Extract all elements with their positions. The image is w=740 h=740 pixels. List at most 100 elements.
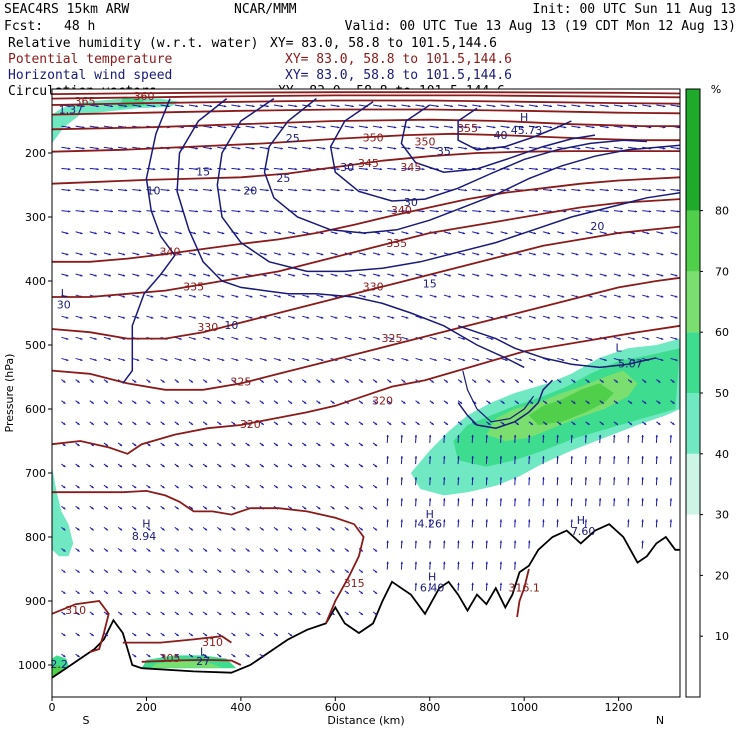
wind-vector-head — [247, 549, 250, 552]
wind-vector-head — [63, 591, 66, 594]
contour-label: 345 — [358, 157, 379, 170]
wind-vector-head — [462, 232, 466, 235]
wind-vector-head — [139, 189, 142, 192]
wind-vector-head — [661, 274, 664, 277]
wind-vector-head — [634, 105, 638, 108]
wind-vector-head — [443, 561, 446, 564]
wind-vector-head — [604, 253, 607, 256]
rh-region — [151, 661, 222, 668]
wind-vector-head — [471, 477, 474, 480]
wind-vector-head — [148, 654, 151, 658]
wind-vector-head — [110, 105, 113, 108]
contour-label: 345 — [400, 161, 421, 174]
contour-label: L — [61, 287, 68, 300]
wind-vector-head — [294, 147, 298, 150]
wind-vector-head — [337, 167, 340, 171]
wind-vector-head — [351, 105, 354, 108]
wind-vector-head — [406, 295, 409, 298]
wind-vector-head — [151, 316, 154, 319]
wind-vector-head — [162, 443, 165, 446]
wind-vector-head — [153, 167, 156, 171]
wind-vector-head — [321, 358, 324, 361]
y-tick-label: 500 — [25, 339, 46, 352]
wind-vector-head — [193, 253, 196, 256]
wind-vector-head — [606, 105, 609, 108]
wind-vector-head — [365, 126, 368, 129]
wind-vector-head — [471, 434, 474, 438]
x-tick-label: 600 — [325, 701, 346, 714]
wind-vector-head — [332, 464, 335, 468]
wind-vector-head — [493, 126, 496, 129]
wind-vector-head — [289, 485, 293, 489]
wind-vector-head — [677, 189, 680, 192]
field-xy: XY= 83.0, 58.8 to 101.5,144.6 — [270, 36, 497, 51]
wind-vector-head — [393, 210, 397, 213]
wind-vector-head — [360, 612, 363, 615]
wind-vector-head — [108, 316, 111, 319]
x-tick-label: 800 — [419, 701, 440, 714]
wind-vector-head — [590, 358, 593, 361]
wind-vector-head — [148, 528, 151, 531]
theta-contour — [51, 118, 680, 131]
wind-vector-head — [400, 477, 403, 480]
wind-vector-head — [261, 591, 264, 594]
contour-label: 45.73 — [511, 124, 543, 137]
wind-vector-head — [80, 274, 83, 277]
wind-vector-head — [485, 561, 488, 564]
wind-vector-head — [374, 401, 378, 404]
wind-vector-head — [294, 167, 298, 171]
wind-vector-head — [193, 316, 196, 319]
wind-vector-head — [236, 295, 239, 298]
wind-vector-head — [233, 654, 236, 658]
wind-vector-head — [335, 337, 338, 340]
wind-vector-head — [516, 422, 519, 425]
wind-vector-head — [379, 105, 383, 108]
wind-vector-head — [632, 316, 636, 319]
wind-vector-head — [236, 253, 239, 256]
wind-vector-head — [190, 612, 193, 615]
wind-vector-head — [179, 295, 182, 298]
wind-vector-head — [266, 167, 269, 171]
wind-vector-head — [190, 401, 193, 404]
wind-vector-head — [289, 549, 293, 552]
wind-vector-head — [80, 316, 83, 319]
wind-vector-head — [289, 401, 293, 404]
wind-vector-head — [570, 498, 573, 501]
wind-vector-head — [386, 434, 389, 438]
wind-vector-head — [148, 443, 151, 446]
wind-vector-head — [306, 253, 310, 256]
wind-vector-head — [471, 456, 474, 459]
wind-vector-head — [393, 167, 397, 171]
wind-vector-head — [218, 654, 222, 658]
wind-vector-head — [464, 105, 468, 108]
wind-vector-head — [491, 316, 494, 319]
wind-vector-head — [207, 253, 211, 256]
wind-vector-head — [601, 380, 604, 383]
wind-vector-head — [422, 167, 425, 171]
wind-vector-head — [110, 147, 113, 150]
wind-vector-head — [124, 189, 128, 192]
contour-label: 10 — [224, 319, 238, 332]
wind-vector-head — [428, 456, 432, 459]
wind-vector-head — [632, 232, 636, 235]
wind-vector-head — [321, 316, 324, 319]
wind-vector-head — [94, 274, 97, 277]
wind-vector-head — [360, 443, 363, 446]
wind-vector-head — [292, 358, 296, 361]
contour-label: 320 — [240, 418, 261, 431]
wind-vector-head — [148, 633, 151, 636]
wind-vector-head — [436, 126, 439, 129]
wind-vector-head — [317, 549, 321, 552]
wind-vector-head — [63, 633, 66, 636]
wind-vector-head — [507, 210, 510, 213]
wind-vector-head — [578, 210, 581, 213]
wind-vector-head — [663, 147, 666, 150]
wind-vector-head — [176, 654, 179, 658]
wind-vector-head — [547, 274, 551, 277]
wind-vector-head — [414, 561, 418, 564]
wind-vector-head — [108, 358, 111, 361]
wind-vector-head — [618, 316, 621, 319]
contour-label: 27 — [196, 655, 210, 668]
wind-vector-head — [77, 380, 80, 383]
wind-vector-head — [151, 232, 154, 235]
